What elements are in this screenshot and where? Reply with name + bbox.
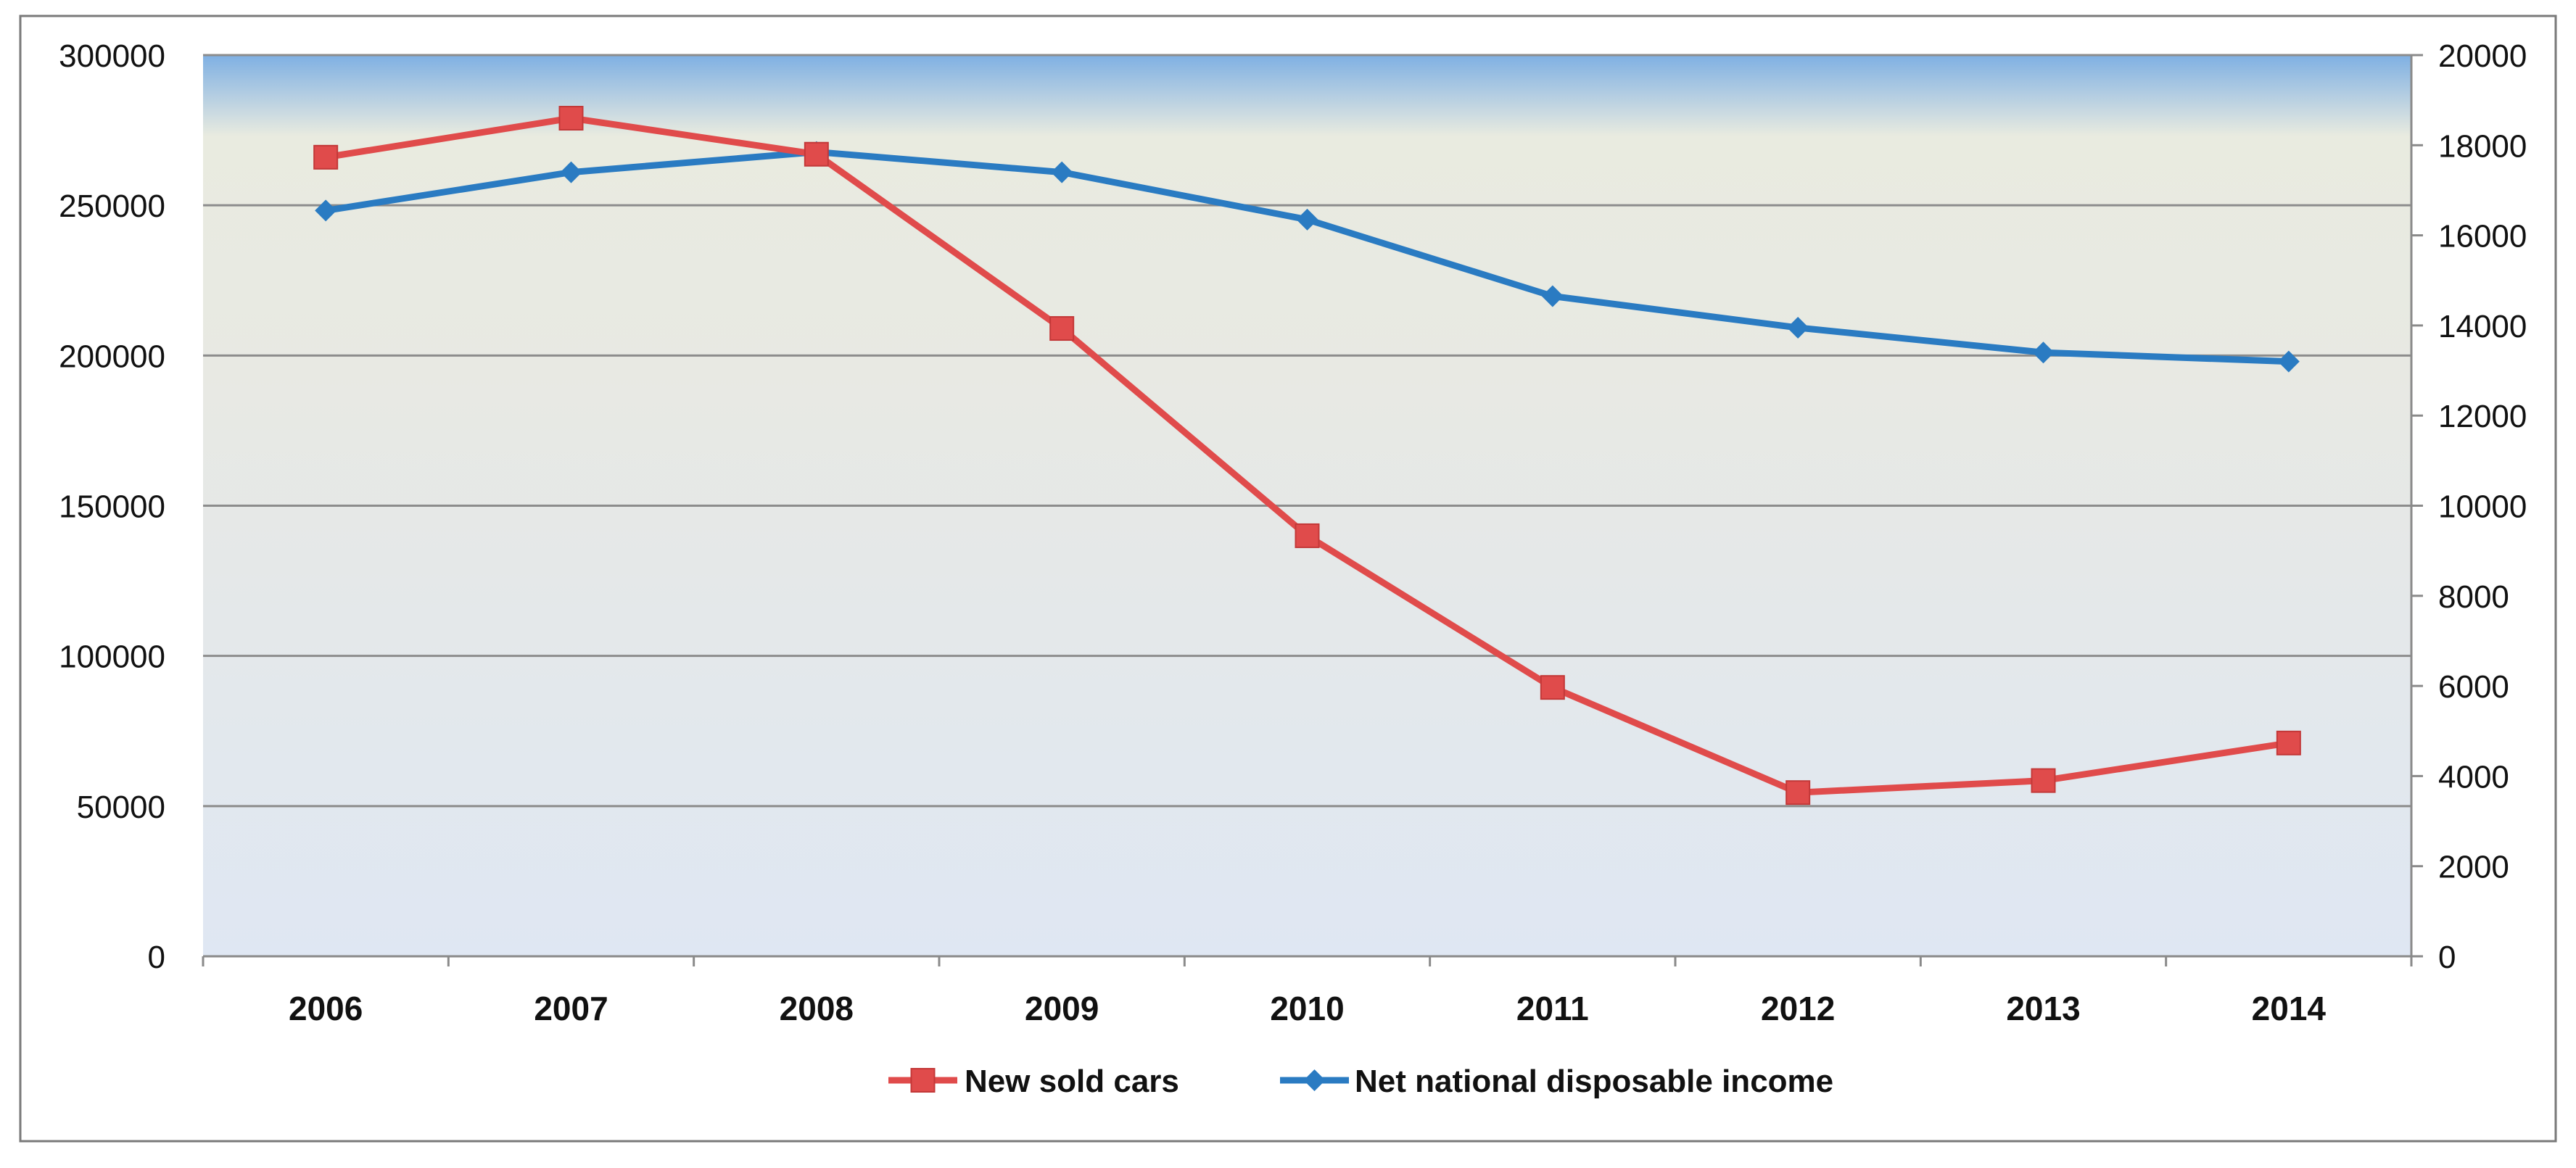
x-tick-label: 2011 [1516, 990, 1589, 1027]
legend: New sold cars Net national disposable inc… [888, 1064, 1833, 1099]
y-tick-label-left: 100000 [59, 639, 165, 675]
data-point-new-sold-cars [804, 141, 829, 167]
legend-label-net-national-disposable-income: Net national disposable income [1355, 1064, 1833, 1099]
y-tick-label-right: 20000 [2438, 38, 2527, 74]
data-point-new-sold-cars [1786, 780, 1811, 805]
y-tick-label-left: 50000 [77, 790, 165, 825]
data-point-net-national-disposable-income [560, 161, 582, 183]
data-point-net-national-disposable-income [1051, 161, 1073, 183]
x-tick-label: 2014 [2252, 990, 2327, 1027]
y-tick-label-right: 0 [2438, 940, 2456, 975]
data-point-new-sold-cars [558, 106, 584, 131]
y-tick-label-right: 14000 [2438, 309, 2527, 344]
data-point-new-sold-cars [1049, 316, 1075, 341]
y-axis-left: 0 50000 100000 150000 200000 250000 300000 [59, 38, 165, 975]
x-tick-label: 2010 [1270, 990, 1344, 1027]
y-tick-label-right: 18000 [2438, 128, 2527, 164]
x-tick-label: 2012 [1761, 990, 1835, 1027]
legend-marker-net-national-disposable-income [1303, 1069, 1326, 1091]
y-tick-label-right: 8000 [2438, 579, 2509, 615]
x-tick-label: 2013 [2006, 990, 2080, 1027]
y-tick-label-left: 150000 [59, 489, 165, 525]
x-tick-label: 2008 [780, 990, 854, 1027]
data-point-new-sold-cars [2031, 768, 2056, 793]
y-tick-label-left: 200000 [59, 339, 165, 374]
y-tick-label-right: 2000 [2438, 850, 2509, 885]
y-tick-label-right: 10000 [2438, 489, 2527, 525]
data-point-new-sold-cars [1540, 675, 1565, 700]
y-tick-label-left: 250000 [59, 189, 165, 224]
y-tick-label-right: 4000 [2438, 759, 2509, 795]
data-point-new-sold-cars [2276, 730, 2301, 755]
x-tick-label: 2009 [1025, 990, 1099, 1027]
y-tick-label-left: 300000 [59, 38, 165, 74]
data-point-net-national-disposable-income [1296, 208, 1318, 231]
legend-marker-new-sold-cars [910, 1068, 936, 1093]
x-tick-label: 2007 [534, 990, 608, 1027]
y-tick-label-left: 0 [148, 940, 165, 975]
y-tick-label-right: 12000 [2438, 399, 2527, 434]
data-point-net-national-disposable-income [2032, 341, 2055, 364]
y-axis-right: 0 2000 4000 6000 8000 10000 12000 14000 16000 180… [2411, 38, 2527, 975]
legend-label-new-sold-cars: New sold cars [965, 1064, 1179, 1099]
x-tick-label: 2006 [289, 990, 363, 1027]
data-point-net-national-disposable-income [1541, 285, 1564, 307]
data-point-new-sold-cars [1295, 523, 1320, 548]
data-point-new-sold-cars [313, 144, 339, 170]
y-tick-label-right: 16000 [2438, 219, 2527, 254]
x-axis: 2006 2007 2008 2009 2010 2011 2012 2013 2014 [202, 956, 2413, 1027]
series [313, 106, 2301, 805]
y-tick-label-right: 6000 [2438, 669, 2509, 705]
data-point-net-national-disposable-income [2277, 350, 2300, 373]
data-point-net-national-disposable-income [1787, 317, 1809, 339]
data-point-net-national-disposable-income [315, 199, 337, 222]
